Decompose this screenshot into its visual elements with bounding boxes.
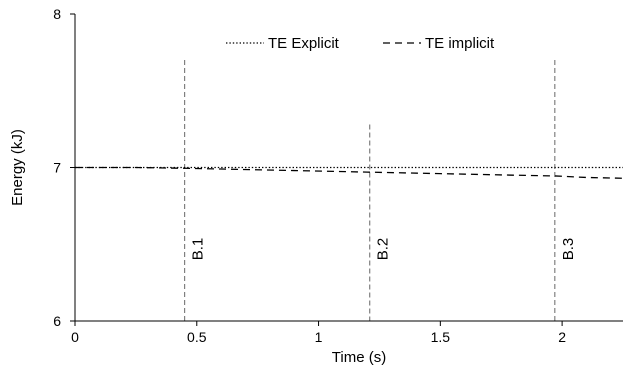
series-layer: [75, 166, 624, 179]
x-tick-label: 2: [558, 329, 566, 345]
legend: TE Explicit TE implicit: [226, 35, 495, 52]
marker-label: B.3: [560, 238, 577, 261]
y-axis-title: Energy (kJ): [9, 129, 26, 206]
x-tick-label: 1.5: [431, 329, 451, 345]
series-line: [75, 166, 624, 179]
ticks-layer: 0 0.5 1 1.5 2 6 7 8: [53, 6, 566, 345]
y-tick-label: 7: [53, 160, 61, 176]
marker-label: B.1: [190, 238, 207, 261]
x-axis-title: Time (s): [332, 349, 386, 366]
marker-label: B.2: [375, 238, 392, 261]
legend-label: TE Explicit: [268, 35, 340, 52]
x-tick-label: 0.5: [187, 329, 207, 345]
marker-lines-layer: B.1 B.2 B.3: [184, 60, 577, 321]
x-tick-label: 1: [315, 329, 323, 345]
legend-label: TE implicit: [425, 35, 495, 52]
x-tick-label: 0: [71, 329, 79, 345]
y-tick-label: 6: [53, 313, 61, 329]
y-tick-label: 8: [53, 6, 61, 22]
